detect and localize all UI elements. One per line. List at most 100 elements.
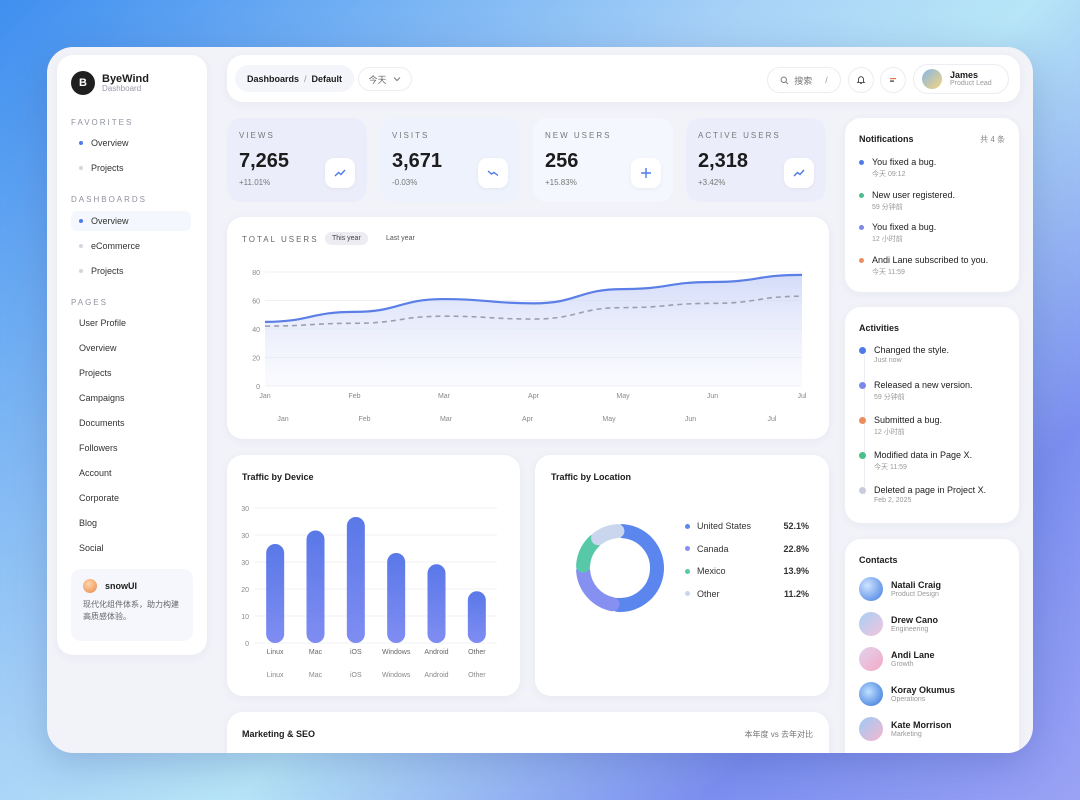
top-header: Dashboards / Default 今天 搜索 / James Produ… — [227, 55, 1020, 102]
legend-dot — [685, 568, 690, 574]
dash-item-projects[interactable]: Projects — [71, 261, 191, 281]
chevron-down-icon — [393, 77, 400, 82]
legend-label: Mexico — [697, 566, 726, 576]
date-filter-select[interactable]: 今天 — [358, 67, 412, 91]
user-avatar — [922, 69, 942, 89]
legend-dot — [685, 546, 690, 551]
stat-card-visits[interactable]: VISITS 3,671 -0.03% — [380, 118, 520, 202]
notification-item[interactable]: Andi Lane subscribed to you. 今天 11:59 — [859, 255, 988, 277]
stat-label: ACTIVE USERS — [698, 131, 781, 140]
contact-name: Andi Lane — [891, 650, 935, 660]
page-item-social[interactable]: Social — [79, 543, 104, 553]
pages-title: PAGES — [71, 298, 108, 307]
fav-item-overview[interactable]: Overview — [71, 133, 191, 153]
breadcrumb-dashboards[interactable]: Dashboards — [247, 73, 300, 84]
contact-item[interactable]: Kate Morrison Marketing — [859, 717, 952, 741]
contact-item[interactable]: Koray Okumus Operations — [859, 682, 955, 706]
x-tick-label: Jul — [798, 393, 807, 400]
fav-item-projects[interactable]: Projects — [71, 158, 191, 178]
contact-item[interactable]: Drew Cano Engineering — [859, 612, 938, 636]
legend-label: Other — [697, 588, 720, 599]
legend-label: Canada — [697, 543, 729, 554]
x-axis-label: Apr — [522, 416, 534, 423]
legend-item[interactable]: Canada 22.8% — [685, 544, 809, 554]
x-tick-label: Jun — [707, 393, 718, 400]
activity-text: Submitted a bug. — [874, 415, 943, 425]
breadcrumb-default[interactable]: Default — [311, 73, 343, 84]
stat-card-views[interactable]: VIEWS 7,265 +11.01% — [227, 118, 367, 202]
x-tick-label: Jan — [259, 393, 270, 400]
brand[interactable]: B ByeWind Dashboard — [71, 71, 149, 95]
tab-this-year[interactable]: This year — [325, 232, 368, 245]
page-item-projects[interactable]: Projects — [79, 368, 112, 378]
page-item-campaigns[interactable]: Campaigns — [79, 393, 125, 403]
activity-text: Deleted a page in Project X. — [874, 485, 987, 495]
x-axis-label: Linux — [267, 672, 284, 679]
activity-item[interactable]: Submitted a bug. 12 小时前 — [859, 415, 942, 437]
traffic-device-title: Traffic by Device — [242, 472, 314, 482]
stat-value: 256 — [545, 150, 579, 172]
promo-card[interactable]: snowUI 现代化组件体系，助力构建高质感体验。 — [71, 569, 193, 641]
activities-card: Activities Changed the style. Just now Re… — [845, 307, 1019, 523]
page-item-overview[interactable]: Overview — [79, 343, 117, 353]
stat-card-active-users[interactable]: ACTIVE USERS 2,318 +3.42% — [686, 118, 826, 202]
notification-time: 今天 11:59 — [872, 269, 905, 276]
brand-name: ByeWind — [102, 72, 149, 85]
activity-item[interactable]: Released a new version. 59 分钟前 — [859, 380, 973, 402]
stat-value: 3,671 — [392, 150, 443, 172]
x-tick-label: Feb — [348, 393, 360, 400]
activity-time: 12 小时前 — [874, 429, 905, 436]
notification-item[interactable]: New user registered. 59 分钟前 — [859, 190, 955, 212]
status-dot — [859, 417, 866, 424]
activity-text: Modified data in Page X. — [874, 450, 973, 460]
x-axis-label: Feb — [358, 416, 370, 423]
contact-item[interactable]: Andi Lane Growth — [859, 647, 935, 671]
bullet-icon — [79, 269, 83, 273]
brand-logo: B — [71, 71, 95, 95]
y-tick-label: 20 — [252, 356, 260, 363]
menu-button[interactable] — [880, 67, 906, 93]
activity-item[interactable]: Deleted a page in Project X. Feb 2, 2025 — [859, 485, 986, 504]
x-tick-label: Windows — [382, 649, 411, 656]
activity-time: Feb 2, 2025 — [874, 497, 912, 504]
dash-item-ecommerce[interactable]: eCommerce — [71, 236, 191, 256]
page-item-documents[interactable]: Documents — [79, 418, 125, 428]
page-item-corporate[interactable]: Corporate — [79, 493, 120, 503]
page-item-account[interactable]: Account — [79, 468, 112, 478]
tab-last-year[interactable]: Last year — [386, 235, 415, 242]
legend-value: 52.1% — [783, 521, 809, 531]
dash-item-overview[interactable]: Overview — [71, 211, 191, 231]
activity-item[interactable]: Changed the style. Just now — [859, 345, 949, 364]
avatar — [859, 612, 883, 636]
contact-name: Drew Cano — [891, 615, 939, 625]
page-item-user-profile[interactable]: User Profile — [79, 318, 127, 328]
legend-item[interactable]: Mexico 13.9% — [685, 566, 809, 576]
x-axis-label: iOS — [350, 672, 362, 679]
search-box[interactable]: 搜索 / — [767, 67, 841, 93]
contact-item[interactable]: Natali Craig Product Design — [859, 577, 941, 601]
notification-button[interactable] — [848, 67, 874, 93]
stat-value: 7,265 — [239, 150, 290, 172]
legend-item[interactable]: Other 11.2% — [685, 589, 809, 599]
page-item-blog[interactable]: Blog — [79, 518, 98, 528]
notifications-card: Notifications 共 4 条 You fixed a bug. 今天 0… — [845, 118, 1019, 292]
user-menu[interactable]: James Product Lead — [913, 64, 1009, 94]
nav-label: Projects — [91, 163, 124, 173]
trend-down-icon — [478, 158, 508, 188]
x-axis-label: Android — [424, 672, 448, 679]
legend-item[interactable]: United States 52.1% — [685, 521, 809, 531]
x-tick-label: Linux — [267, 649, 284, 656]
status-dot — [859, 347, 866, 354]
notification-time: 今天 09:12 — [872, 171, 906, 178]
trend-up-icon — [784, 158, 814, 188]
x-axis-label: Windows — [382, 672, 411, 679]
stat-card-new-users[interactable]: NEW USERS 256 +15.83% — [533, 118, 673, 202]
notification-item[interactable]: You fixed a bug. 今天 09:12 — [859, 157, 936, 179]
page-item-followers[interactable]: Followers — [79, 443, 118, 453]
marketing-compare[interactable]: 本年度 vs 去年对比 — [744, 730, 813, 739]
traffic-location-title: Traffic by Location — [551, 472, 632, 482]
notification-text: You fixed a bug. — [872, 157, 937, 167]
notification-text: New user registered. — [872, 190, 956, 200]
notification-item[interactable]: You fixed a bug. 12 小时前 — [859, 222, 936, 244]
activity-item[interactable]: Modified data in Page X. 今天 11:59 — [859, 450, 972, 472]
